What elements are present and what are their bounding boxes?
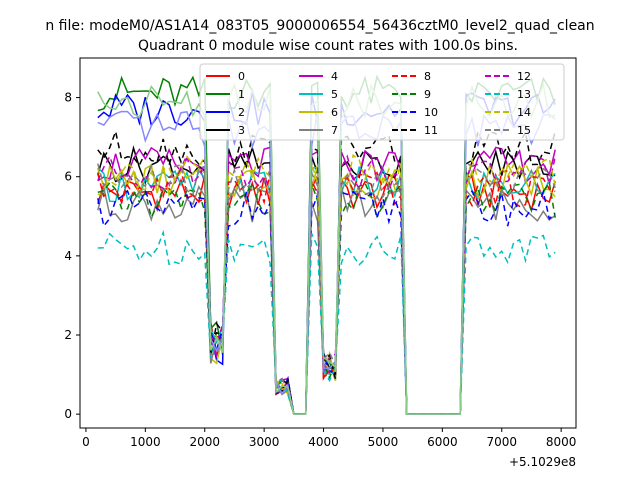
series-line-5 [97, 165, 556, 415]
x-tick-label: 3000 [249, 435, 280, 449]
x-tick-label: 8000 [546, 435, 577, 449]
legend-label-14: 14 [517, 106, 531, 119]
legend-label-5: 5 [331, 88, 338, 101]
x-tick-label: 0 [82, 435, 90, 449]
series-line-6 [97, 161, 556, 415]
legend-label-0: 0 [238, 70, 245, 83]
x-tick-label: 5000 [368, 435, 399, 449]
legend-label-11: 11 [424, 124, 438, 137]
series-line-9 [97, 180, 556, 415]
legend-label-13: 13 [517, 88, 531, 101]
legend-label-10: 10 [424, 106, 438, 119]
legend-label-6: 6 [331, 106, 338, 119]
series-line-extra-16 [97, 110, 556, 415]
legend-label-12: 12 [517, 70, 531, 83]
y-tick-label: 8 [64, 91, 72, 105]
legend-label-1: 1 [238, 88, 245, 101]
series-line-8 [97, 169, 556, 415]
series-line-15 [97, 162, 556, 415]
y-axis: 0 2 4 6 8 [64, 91, 80, 421]
y-tick-label: 4 [64, 249, 72, 263]
x-offset-label: +5.1029e8 [509, 455, 576, 469]
series-line-11 [97, 128, 556, 415]
series-line-0 [97, 172, 556, 415]
y-tick-label: 2 [64, 328, 72, 342]
legend-box [199, 63, 565, 141]
legend-label-7: 7 [331, 124, 338, 137]
axes-frame [79, 57, 577, 429]
legend-label-8: 8 [424, 70, 431, 83]
legend-label-3: 3 [238, 124, 245, 137]
series-line-13 [97, 229, 556, 415]
x-tick-label: 1000 [130, 435, 161, 449]
x-tick-label: 2000 [189, 435, 220, 449]
legend-label-2: 2 [238, 106, 245, 119]
y-tick-label: 0 [64, 407, 72, 421]
figure-suptitle: n file: modeM0/AS1A14_083T05_9000006554_… [45, 18, 594, 34]
legend-label-15: 15 [517, 124, 531, 137]
x-tick-label: 6000 [427, 435, 458, 449]
y-tick-label: 6 [64, 170, 72, 184]
series-line-10 [97, 188, 556, 415]
plot-area [97, 74, 556, 415]
series-line-14 [97, 153, 556, 415]
x-tick-label: 4000 [308, 435, 339, 449]
legend-label-4: 4 [331, 70, 338, 83]
chart-title: Quadrant 0 module wise count rates with … [138, 38, 518, 54]
x-axis: 0 1000 2000 3000 4000 5000 6000 7000 8000 [82, 428, 576, 449]
x-tick-label: 7000 [486, 435, 517, 449]
legend-label-9: 9 [424, 88, 431, 101]
